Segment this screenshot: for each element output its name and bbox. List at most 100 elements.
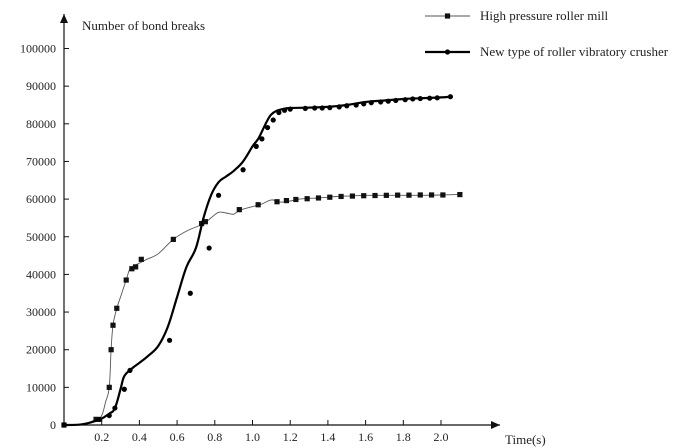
data-point [206, 245, 212, 251]
data-point [112, 405, 118, 411]
y-axis-label: Number of bond breaks [82, 18, 205, 33]
data-point [93, 416, 99, 422]
data-point [440, 192, 446, 198]
y-tick-label: 90000 [26, 79, 56, 93]
x-tick-label: 1.2 [283, 430, 298, 444]
data-point [127, 367, 133, 374]
data-point [315, 195, 322, 201]
data-point [123, 277, 129, 283]
y-tick-label: 20000 [26, 343, 56, 357]
data-point [410, 96, 416, 102]
data-point [283, 198, 290, 204]
data-point [274, 199, 280, 205]
y-tick-label: 100000 [20, 42, 56, 56]
data-point [368, 100, 374, 106]
data-point [287, 106, 293, 112]
y-tick-label: 80000 [26, 117, 56, 131]
series-layer [61, 94, 463, 428]
y-tick-label: 70000 [26, 154, 56, 168]
data-point [457, 191, 463, 198]
x-axis-label: Time(s) [505, 432, 546, 447]
legend-label: New type of roller vibratory crusher [480, 44, 669, 59]
data-point [327, 194, 333, 200]
data-point [166, 337, 173, 343]
data-point [372, 192, 378, 199]
y-tick-label: 10000 [26, 380, 56, 394]
x-tick-label: 1.6 [358, 430, 373, 444]
data-point [406, 192, 412, 198]
legend-entry: New type of roller vibratory crusher [425, 44, 669, 59]
series-high-pressure-roller-mill [61, 191, 463, 428]
data-point [417, 95, 423, 102]
y-tick-label: 30000 [26, 305, 56, 319]
data-point [114, 305, 120, 311]
data-point [129, 266, 135, 272]
data-point [264, 124, 271, 131]
data-point [170, 236, 176, 242]
data-point [336, 104, 342, 110]
data-point [428, 192, 435, 198]
data-point [427, 95, 433, 101]
data-point [402, 97, 408, 103]
x-tick-label: 0.4 [132, 430, 147, 444]
y-tick-label: 0 [50, 418, 56, 432]
legend-entry: High pressure roller mill [425, 8, 609, 23]
x-tick-label: 0.8 [207, 430, 222, 444]
data-point [361, 193, 367, 199]
legend-marker [444, 13, 451, 19]
x-tick-label: 1.0 [245, 430, 260, 444]
data-point [383, 192, 389, 198]
x-tick-label: 1.4 [320, 430, 335, 444]
legend-label: High pressure roller mill [480, 8, 609, 23]
data-point [202, 219, 208, 225]
data-point [378, 99, 384, 105]
data-point [319, 105, 325, 111]
data-point [61, 422, 67, 428]
data-point [327, 105, 333, 111]
x-tick-label: 0.6 [170, 430, 185, 444]
x-axis-arrow [491, 421, 500, 429]
data-point [138, 256, 144, 262]
data-point [253, 143, 259, 149]
y-tick-label: 60000 [26, 192, 56, 206]
data-point [349, 193, 356, 199]
data-point [353, 102, 359, 108]
data-point [106, 412, 112, 419]
data-point [133, 264, 139, 270]
data-point [302, 105, 308, 111]
data-point [110, 322, 116, 328]
data-point [281, 107, 288, 113]
data-point [270, 117, 276, 123]
data-point [434, 95, 440, 101]
data-point [240, 167, 246, 173]
data-point [447, 94, 454, 100]
axes: 0 10000 20000 30000 40000 50000 60000 70000 8000… [20, 14, 546, 447]
legend: High pressure roller mill New type of rol… [425, 8, 669, 59]
x-tick-label: 2.0 [434, 430, 449, 444]
data-point [121, 386, 127, 392]
series-roller-vibratory-crusher [61, 94, 454, 428]
y-tick-label: 40000 [26, 267, 56, 281]
data-point [361, 101, 367, 107]
data-point [276, 109, 282, 116]
data-point [293, 196, 299, 203]
legend-marker [444, 49, 451, 55]
data-point [344, 103, 350, 109]
x-tick-label: 1.8 [396, 430, 411, 444]
y-axis-arrow [60, 14, 68, 23]
y-tick-label: 50000 [26, 230, 56, 244]
data-point [187, 290, 193, 296]
data-point [417, 192, 423, 198]
x-tick-label: 0.2 [94, 430, 109, 444]
data-point [395, 192, 401, 198]
data-point [338, 193, 344, 200]
data-point [106, 384, 112, 390]
data-point [215, 192, 222, 198]
data-point [259, 136, 265, 142]
data-point [385, 98, 391, 104]
data-point [255, 202, 261, 208]
data-point [393, 97, 399, 104]
data-point [304, 196, 310, 202]
